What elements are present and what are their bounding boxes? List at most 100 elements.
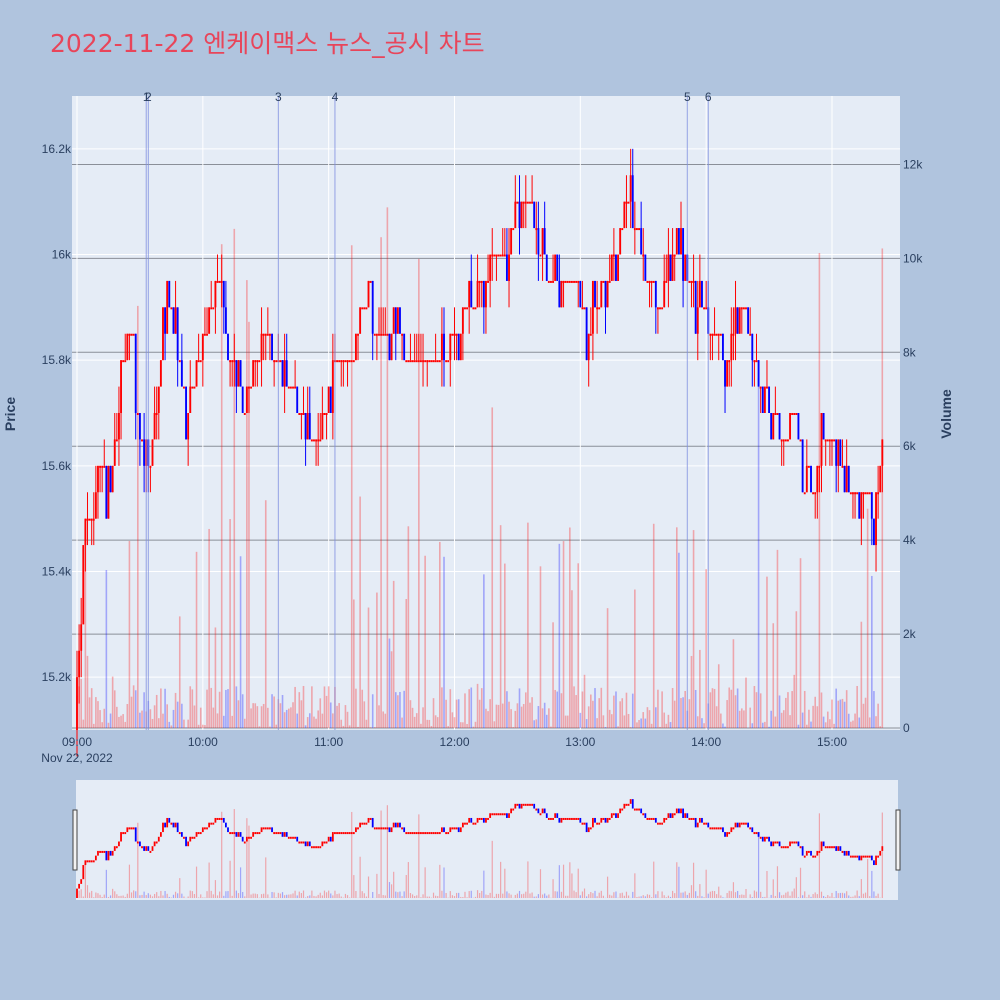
mini-volume-bar [835,890,837,898]
volume-bar [590,694,592,728]
candle-body [726,360,729,387]
mini-candle [342,832,345,835]
candle-body [573,280,575,283]
mini-candle [556,813,559,818]
mini-candle [210,822,213,825]
volume-bar [537,706,540,728]
candle-body [403,333,406,361]
range-slider-right-handle[interactable] [895,809,901,871]
mini-candle [277,832,280,835]
volume-bar [610,714,613,728]
mini-candle [514,803,517,809]
news-marker-label: 4 [332,90,339,104]
volume-bar [720,713,722,728]
candle-body [440,333,443,361]
candle-body [837,439,840,466]
mini-candle [352,832,355,835]
mini-volume-bar [361,891,363,898]
volume-bar [422,707,424,728]
mini-candle [726,832,729,837]
candle-body [413,360,416,363]
volume-bar [174,692,177,728]
mini-volume-bar [187,896,189,898]
mini-candle [235,832,238,837]
mini-volume-bar [267,894,269,898]
candle-body [784,439,787,442]
candle-body [763,386,766,413]
volume-bar [692,530,695,728]
mini-candle [92,860,95,863]
mini-volume-bar [139,895,141,898]
mini-candle [698,817,701,823]
volume-bar [642,712,645,728]
mini-candle [780,846,783,849]
volume-bar [323,686,326,728]
candle-body [558,280,561,308]
candle-body [757,360,760,387]
volume-bar [587,706,590,728]
mini-volume-bar [877,893,879,898]
mini-candle [554,813,557,818]
mini-volume-bar [518,890,521,898]
mini-volume-bar [225,891,227,898]
candle-body [747,307,750,334]
mini-volume-bar [527,861,529,898]
mini-volume-bar [246,818,248,898]
mini-volume-bar [382,895,384,898]
mini-volume-bar [839,892,841,898]
candle-body [795,413,798,415]
mini-candle [132,827,135,830]
candle-body [90,518,93,521]
candle-body [797,413,800,440]
volume-bar [625,692,628,728]
volume-bar [426,719,429,728]
mini-volume-bar [558,865,560,898]
mini-volume-bar [718,886,720,898]
volume-bar [550,726,552,728]
candle-body [600,280,603,308]
candle-body [153,413,156,440]
mini-candle [558,817,561,823]
x-tick-label: 14:00 [691,735,721,749]
volume-bar [300,700,303,728]
candle-body [717,333,720,336]
candle-body [101,465,104,468]
mini-volume-bar [294,890,296,898]
mini-volume-bar [703,897,705,898]
volume-bar [363,701,366,728]
volume-bar [218,691,221,728]
range-slider-background[interactable] [76,780,898,900]
candle-body [141,439,143,442]
candle-body [879,465,882,493]
mini-candle [510,808,513,814]
mini-volume-bar [535,896,537,898]
candle-body [680,228,682,255]
candle-body [596,307,599,310]
mini-volume-bar [254,893,256,898]
y-axis-title: Price [2,397,18,431]
mini-candle [478,817,481,820]
mini-volume-bar [445,892,447,898]
candle-body [453,333,456,336]
volume-bar [166,704,168,728]
mini-candle [378,827,380,830]
volume-bar [97,701,99,728]
candle-body [719,333,722,336]
candle-body [407,360,410,363]
candle-body [344,360,347,363]
range-slider-left-handle[interactable] [72,809,78,871]
volume-bar [243,718,246,728]
candle-body [304,413,307,440]
candle-body [724,360,726,387]
mini-candle [812,855,815,858]
mini-volume-bar [516,893,519,898]
mini-volume-bar [449,891,451,898]
candle-body [384,333,387,336]
candle-body [501,254,504,257]
candle-body [352,360,355,363]
mini-candle [413,832,416,835]
mini-volume-bar [850,896,852,898]
y2-tick-label: 2k [903,627,917,641]
candle-body [822,413,825,440]
mini-candle [598,822,601,825]
